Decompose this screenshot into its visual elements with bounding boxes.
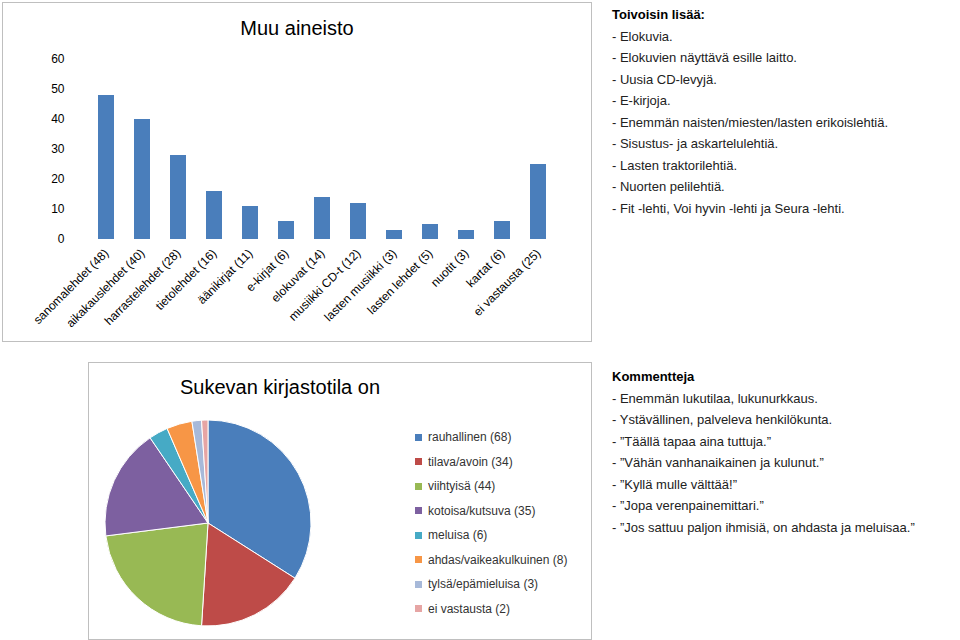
html-text:tilava/avoin (34): tilava/avoin (34) [428,454,513,469]
html-text:- Enemmän lukutilaa, lukunurkk: - Enemmän lukutilaa, lukunurkkaus. [612,390,818,406]
html-text:Sukevan kirjastotila on: Sukevan kirjastotila on [179,376,380,398]
svg-text:20: 20 [51,172,65,186]
html-text:- Enemmän naisten/miesten/last: - Enemmän naisten/miesten/lasten erikois… [612,114,888,130]
html-text:ei vastausta (2): ei vastausta (2) [428,601,510,616]
svg-text:10: 10 [51,202,65,216]
html-text:- ”Jos sattuu paljon ihmisiä,: - ”Jos sattuu paljon ihmisiä, on ahdasta… [612,519,915,535]
html-text:- Nuorten pelilehtiä.: - Nuorten pelilehtiä. [612,179,725,194]
html-text:- ”Täällä tapaa aina tuttuja.”: - ”Täällä tapaa aina tuttuja.” [612,433,771,449]
html-text:rauhallinen (68): rauhallinen (68) [428,430,512,445]
html-text:- Lasten traktorilehtiä.: - Lasten traktorilehtiä. [612,157,737,173]
html-text:- Fit -lehti, Voi hyvin -lehti: - Fit -lehti, Voi hyvin -lehti ja Seura … [612,200,845,216]
svg-text:harrastelehdet (28): harrastelehdet (28) [101,246,184,328]
svg-text:lasten musiikki (3): lasten musiikki (3) [321,246,400,325]
svg-text:0: 0 [58,232,65,246]
html-text:Muu aineisto: Muu aineisto [240,17,354,39]
html-text:- Elokuvien näyttävä esille la: - Elokuvien näyttävä esille laitto. [612,50,797,65]
svg-text:ei vastausta (25): ei vastausta (25) [471,246,544,319]
svg-text:aikakauslehdet (40): aikakauslehdet (40) [63,246,148,331]
html-text:kotoisa/kutsuva (35): kotoisa/kutsuva (35) [428,503,536,518]
svg-text:30: 30 [51,142,65,156]
svg-text:musiikki CD-t (12): musiikki CD-t (12) [286,246,364,324]
html-text:- Elokuvia.: - Elokuvia. [612,28,673,44]
svg-text:40: 40 [51,112,65,126]
svg-text:50: 50 [51,82,65,96]
html-text:meluisa (6): meluisa (6) [428,528,488,543]
svg-text:äänikirjat (11): äänikirjat (11) [195,246,256,307]
svg-text:60: 60 [51,52,65,66]
html-text:ahdas/vaikeakulkuinen (8): ahdas/vaikeakulkuinen (8) [428,552,568,567]
svg-text:elokuvat (14): elokuvat (14) [268,246,328,306]
html-text:Toivoisin lisää:: Toivoisin lisää: [612,7,705,22]
html-text:- Sisustus- ja askartelulehtiä: - Sisustus- ja askartelulehtiä. [612,136,779,151]
html-text:- E-kirjoja.: - E-kirjoja. [612,93,671,108]
html-text:- Ystävällinen, palveleva henk: - Ystävällinen, palveleva henkilökunta. [612,412,833,427]
html-text:- Uusia CD-levyjä.: - Uusia CD-levyjä. [612,71,717,87]
html-text:- ”Vähän vanhanaikainen ja kul: - ”Vähän vanhanaikainen ja kulunut.” [612,455,824,470]
html-text:- ”Jopa verenpainemittari.”: - ”Jopa verenpainemittari.” [612,498,764,513]
html-text:- ”Kyllä mulle välttää!”: - ”Kyllä mulle välttää!” [612,476,737,492]
svg-text:e-kirjat (6): e-kirjat (6) [243,246,292,295]
svg-text:lasten lehdet (5): lasten lehdet (5) [365,246,436,317]
svg-text:tietolehdet (16): tietolehdet (16) [153,246,220,313]
svg-text:sanomalehdet (48): sanomalehdet (48) [30,246,112,327]
html-text:viihtyisä (44): viihtyisä (44) [428,479,496,494]
svg-text:kartat (6): kartat (6) [463,246,508,291]
html-text:Kommentteja: Kommentteja [612,369,695,384]
svg-text:nuotit (3): nuotit (3) [428,246,471,289]
html-text:tylsä/epämieluisa (3): tylsä/epämieluisa (3) [428,577,538,592]
